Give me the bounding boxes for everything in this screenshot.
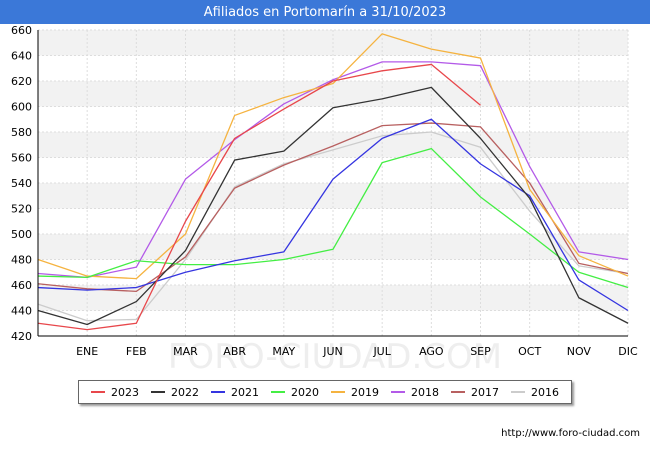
legend-label: 2022 <box>171 385 199 399</box>
series-line-2021 <box>37 118 629 312</box>
legend-label: 2016 <box>531 385 559 399</box>
legend-item-2020: 2020 <box>271 386 319 399</box>
legend: 2023 2022 2021 2020 2019 2018 2017 2016 <box>78 380 572 404</box>
y-tick-label: 620 <box>11 75 32 88</box>
y-tick-label: 480 <box>11 254 32 267</box>
y-tick-label: 440 <box>11 305 32 318</box>
y-tick-label: 500 <box>11 228 32 241</box>
x-tick-label: MAY <box>272 345 295 358</box>
legend-label: 2019 <box>351 385 379 399</box>
legend-item-2022: 2022 <box>151 386 199 399</box>
x-tick-label: OCT <box>518 345 541 358</box>
series-line-2020 <box>37 147 629 289</box>
y-tick-label: 420 <box>11 330 32 343</box>
series-line-2022 <box>37 86 629 326</box>
y-tick-label: 640 <box>11 50 32 63</box>
y-tick-label: 580 <box>11 126 32 139</box>
x-tick-label: ABR <box>223 345 246 358</box>
legend-swatch <box>271 391 285 393</box>
legend-swatch <box>151 391 165 393</box>
legend-item-2019: 2019 <box>331 386 379 399</box>
y-tick-label: 560 <box>11 152 32 165</box>
legend-item-2017: 2017 <box>451 386 499 399</box>
legend-swatch <box>331 391 345 393</box>
axes <box>37 30 628 337</box>
source-url: http://www.foro-ciudad.com <box>501 428 640 439</box>
legend-swatch <box>451 391 465 393</box>
x-tick-labels: ENE FEB MAR ABR MAY JUN JUL AGO SEP OCT NOV DIC <box>76 345 638 358</box>
legend-item-2021: 2021 <box>211 386 259 399</box>
legend-label: 2023 <box>111 385 139 399</box>
x-tick-label: JUN <box>322 345 343 358</box>
series-line-2016 <box>37 131 629 322</box>
legend-label: 2017 <box>471 385 499 399</box>
watermark: FORO-CIUDAD.COM <box>168 337 502 377</box>
x-tick-label: DIC <box>618 345 638 358</box>
series-lines <box>37 33 629 331</box>
x-tick-label: JUL <box>372 345 391 358</box>
y-tick-label: 460 <box>11 279 32 292</box>
x-tick-label: AGO <box>419 345 444 358</box>
x-tick-label: SEP <box>470 345 491 358</box>
legend-label: 2021 <box>231 385 259 399</box>
y-tick-label: 540 <box>11 177 32 190</box>
y-tick-label: 660 <box>11 24 32 37</box>
grid-band <box>38 132 628 158</box>
legend-swatch <box>211 391 225 393</box>
chart-title: Afiliados en Portomarín a 31/10/2023 <box>0 0 650 24</box>
y-tick-label: 520 <box>11 203 32 216</box>
x-tick-label: ENE <box>76 345 98 358</box>
series-line-2018 <box>37 61 629 279</box>
x-tick-label: MAR <box>173 345 198 358</box>
x-tick-label: NOV <box>567 345 592 358</box>
series-line-2019 <box>37 33 629 280</box>
legend-swatch <box>391 391 405 393</box>
legend-label: 2018 <box>411 385 439 399</box>
legend-item-2023: 2023 <box>91 386 139 399</box>
y-tick-label: 600 <box>11 101 32 114</box>
legend-item-2016: 2016 <box>511 386 559 399</box>
legend-swatch <box>91 391 105 393</box>
legend-swatch <box>511 391 525 393</box>
y-tick-labels: 420 440 460 480 500 520 540 560 580 600 620 640 660 <box>11 24 32 343</box>
series-line-2023 <box>37 63 481 331</box>
legend-item-2018: 2018 <box>391 386 439 399</box>
legend-label: 2020 <box>291 385 319 399</box>
x-tick-label: FEB <box>126 345 147 358</box>
series-line-2017 <box>37 122 629 293</box>
